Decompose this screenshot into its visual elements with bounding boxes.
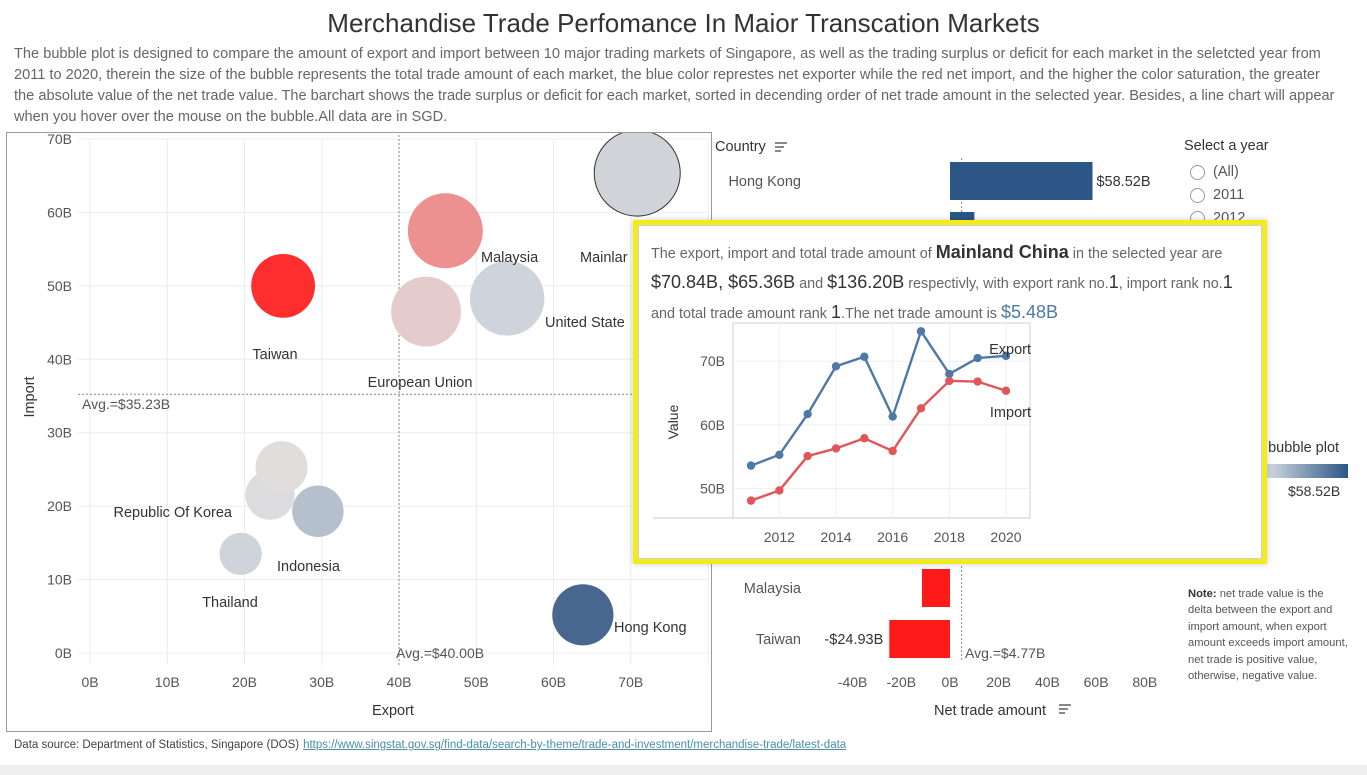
tooltip-data-point [1001, 351, 1011, 361]
hover-tooltip: The export, import and total trade amoun… [633, 220, 1267, 564]
tooltip-data-point [916, 327, 926, 336]
note-text: Note: net trade value is the delta betwe… [1188, 588, 1348, 683]
tooltip-series-label: Import [990, 405, 1031, 421]
bar-category-label: Malaysia [744, 581, 802, 597]
tooltip-y-tick-label: 60B [700, 417, 725, 433]
bar-avg-label: Avg.=$4.77B [965, 645, 1045, 661]
year-filter-title: Select a year [1184, 138, 1269, 154]
year-option-all[interactable]: (All) [1190, 164, 1239, 180]
tooltip-data-point [916, 404, 926, 413]
radio-icon[interactable] [1190, 187, 1205, 203]
tooltip-data-point [746, 496, 756, 505]
bar-x-tick-label: 80B [1132, 674, 1157, 690]
tooltip-data-point [1001, 386, 1011, 395]
tooltip-data-point [888, 446, 897, 456]
tooltip-line-chart: 50B 60B 70B 2012 2014 2016 2018 2020 Value Export… [653, 322, 1031, 545]
bar-value-label: -$24.93B [824, 632, 883, 648]
tooltip-x-tick-label: 2018 [934, 529, 965, 545]
net-trade-bar [889, 620, 950, 658]
tooltip-x-tick-label: 2014 [820, 529, 851, 545]
tooltip-data-point [945, 376, 954, 386]
bar-x-tick-label: 20B [986, 674, 1011, 690]
radio-icon[interactable] [1190, 164, 1205, 180]
color-legend-title: n bubble plot [1256, 440, 1340, 456]
net-trade-bar [921, 569, 950, 607]
tooltip-data-point [775, 450, 784, 459]
year-option-2011[interactable]: 2011 [1190, 187, 1244, 203]
net-trade-bar [950, 162, 1093, 200]
bar-category-label: Taiwan [756, 632, 801, 648]
bar-category-label: Hong Kong [728, 174, 801, 190]
tooltip-summary: The export, import and total trade amoun… [651, 242, 1233, 322]
tooltip-y-tick-label: 70B [700, 353, 725, 369]
tooltip-data-point [860, 352, 869, 361]
tooltip-series-line [750, 379, 1007, 502]
tooltip-data-point [803, 451, 812, 461]
tooltip-data-point [860, 434, 869, 443]
tooltip-data-point [831, 362, 841, 371]
color-legend-ramp [1262, 464, 1348, 478]
tooltip-y-axis-title: Value [665, 404, 681, 439]
bar-x-tick-label: 40B [1035, 674, 1060, 690]
tooltip-x-tick-label: 2020 [990, 529, 1021, 545]
dashboard-description: The bubble plot is designed to compare t… [14, 46, 1335, 125]
tooltip-data-point [973, 353, 982, 363]
tooltip-data-point [888, 412, 897, 421]
bar-value-label: $58.52B [1096, 174, 1150, 190]
tooltip-series-line [750, 328, 1007, 467]
bubble-panel [6, 132, 712, 732]
dashboard-title: Merchandise Trade Perfomance In Maior Tr… [327, 8, 1040, 38]
bar-x-tick-label: 60B [1084, 674, 1109, 690]
tooltip-data-point [775, 486, 784, 495]
tooltip-x-tick-label: 2012 [764, 529, 795, 545]
footer: Data source: Department of Statistics, S… [14, 739, 847, 751]
tooltip-data-point [746, 461, 756, 470]
color-legend-max: $58.52B [1288, 483, 1341, 499]
source-link[interactable]: https://www.singstat.gov.sg/find-data/se… [303, 739, 847, 751]
tooltip-data-point [945, 369, 954, 379]
tooltip-x-tick-label: 2016 [877, 529, 908, 545]
tooltip-series-label: Export [989, 342, 1031, 358]
sort-icon [1059, 704, 1071, 714]
bar-x-axis-title: Net trade amount [934, 703, 1046, 719]
tooltip-data-point [973, 377, 982, 386]
bar-category-header: Country [715, 139, 767, 155]
bar-x-tick-label: -20B [887, 674, 917, 690]
tooltip-data-point [803, 409, 812, 419]
tooltip-y-tick-label: 50B [700, 481, 725, 497]
bar-x-tick-label: -40B [838, 674, 868, 690]
sort-icon [775, 142, 787, 152]
bottom-strip [0, 765, 1367, 775]
tooltip-data-point [831, 444, 841, 453]
bar-x-tick-label: 0B [941, 674, 958, 690]
